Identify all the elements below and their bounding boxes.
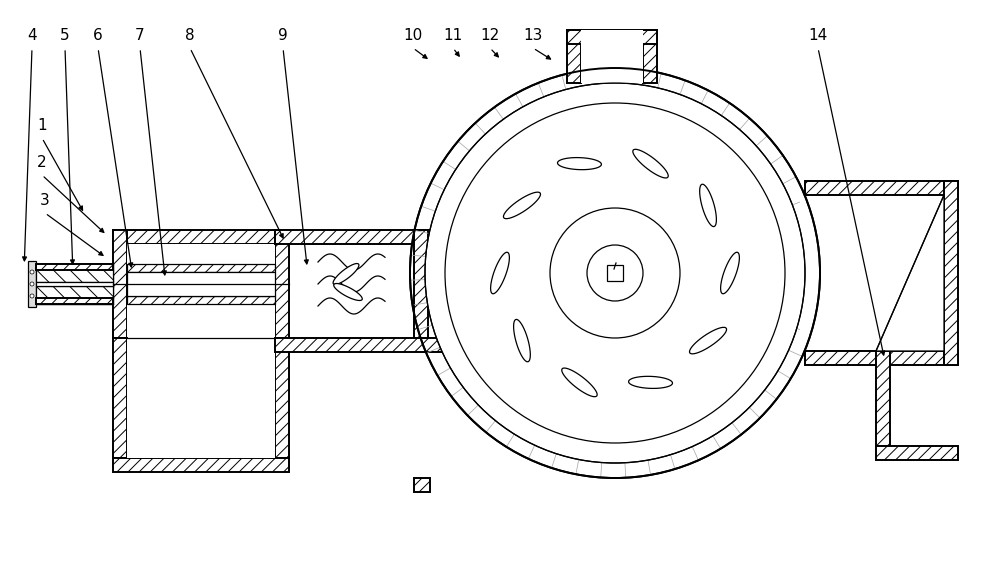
Bar [805, 181, 958, 195]
Bar [581, 30, 643, 83]
Bar [28, 261, 36, 307]
Bar [944, 181, 958, 365]
Polygon shape [334, 283, 362, 300]
Bar [127, 264, 275, 272]
Bar [36, 264, 113, 282]
Text: 12: 12 [480, 28, 500, 43]
Text: 10: 10 [403, 28, 423, 43]
Bar [127, 272, 275, 296]
Bar [607, 265, 623, 281]
Bar [113, 458, 289, 472]
Circle shape [550, 208, 680, 338]
Text: 13: 13 [523, 28, 543, 43]
Circle shape [30, 294, 34, 298]
Polygon shape [629, 377, 673, 389]
Polygon shape [633, 149, 668, 178]
Bar [36, 298, 113, 304]
Bar [36, 264, 113, 270]
Bar [36, 286, 113, 304]
Polygon shape [503, 192, 540, 219]
Circle shape [425, 83, 805, 463]
Circle shape [587, 245, 643, 301]
Bar [800, 195, 953, 351]
Text: 8: 8 [185, 28, 195, 43]
Bar [876, 446, 958, 460]
Polygon shape [562, 368, 597, 396]
Circle shape [30, 270, 34, 274]
Circle shape [30, 282, 34, 286]
Text: 9: 9 [278, 28, 288, 43]
Bar [275, 338, 289, 458]
Text: 11: 11 [443, 28, 463, 43]
Bar [127, 296, 275, 304]
Bar [581, 30, 643, 88]
Bar [414, 478, 430, 492]
Bar [127, 338, 275, 458]
Bar [275, 230, 289, 338]
Bar [890, 351, 944, 446]
Polygon shape [700, 184, 716, 227]
Text: 5: 5 [60, 28, 70, 43]
Bar [113, 230, 289, 244]
Polygon shape [690, 327, 727, 354]
Bar [414, 230, 428, 338]
Polygon shape [721, 252, 739, 294]
Bar [113, 338, 127, 458]
Bar [643, 30, 657, 83]
Bar [876, 351, 890, 446]
Bar [36, 282, 113, 286]
Polygon shape [557, 157, 601, 170]
Text: 14: 14 [808, 28, 828, 43]
Polygon shape [514, 319, 530, 362]
Bar [567, 30, 657, 44]
Polygon shape [333, 264, 359, 285]
Text: 2: 2 [37, 155, 47, 170]
Bar [113, 230, 127, 338]
Polygon shape [876, 195, 944, 351]
Bar [567, 30, 581, 83]
Text: 7: 7 [135, 28, 145, 43]
Bar [275, 230, 428, 338]
Polygon shape [491, 252, 509, 294]
Text: 1: 1 [37, 118, 47, 133]
Bar [275, 338, 442, 352]
Text: 4: 4 [27, 28, 37, 43]
Text: 3: 3 [40, 193, 50, 208]
Text: 6: 6 [93, 28, 103, 43]
Bar [805, 351, 958, 365]
Bar [275, 230, 442, 244]
Bar [127, 244, 275, 338]
